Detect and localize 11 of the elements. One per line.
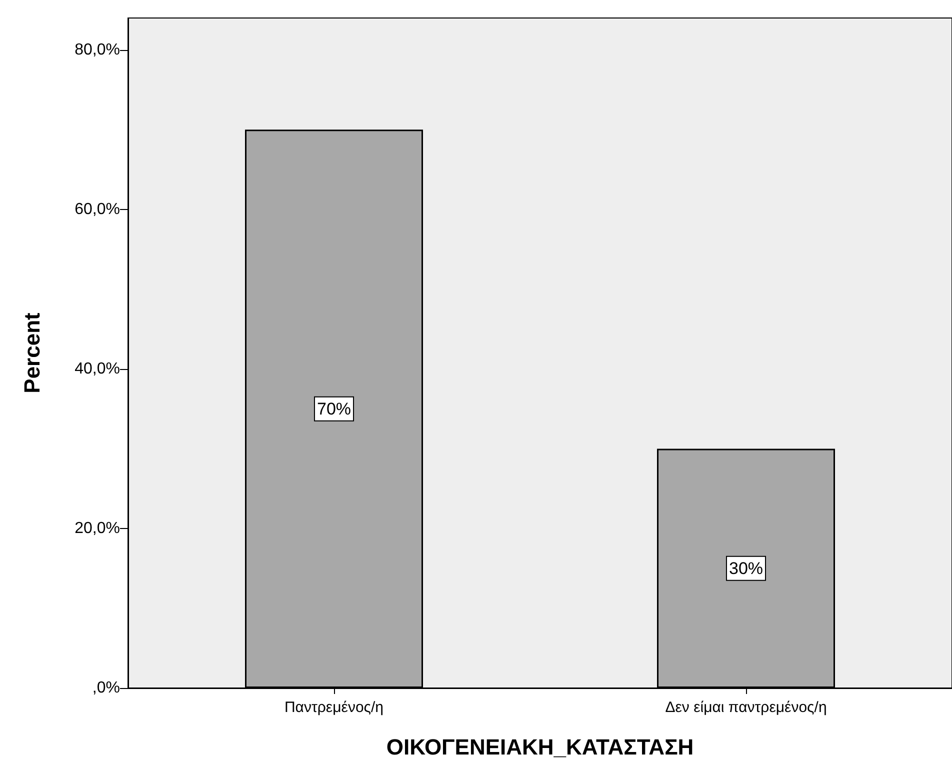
x-axis-title: ΟΙΚΟΓΕΝΕΙΑΚΗ_ΚΑΤΑΣΤΑΣΗ <box>386 734 694 760</box>
x-tick-label: Δεν είμαι παντρεμένος/η <box>665 699 827 716</box>
data-label: 30% <box>728 558 764 578</box>
y-axis-title: Percent <box>20 312 44 394</box>
y-tick-label: 20,0% <box>74 520 120 537</box>
y-tick-label: 60,0% <box>74 200 120 218</box>
data-label: 70% <box>316 399 352 418</box>
y-tick-label: 40,0% <box>74 360 120 378</box>
y-tick-label: 80,0% <box>74 41 120 58</box>
y-tick-label: ,0% <box>92 680 120 696</box>
x-tick-label: Παντρεμένος/η <box>284 699 384 716</box>
